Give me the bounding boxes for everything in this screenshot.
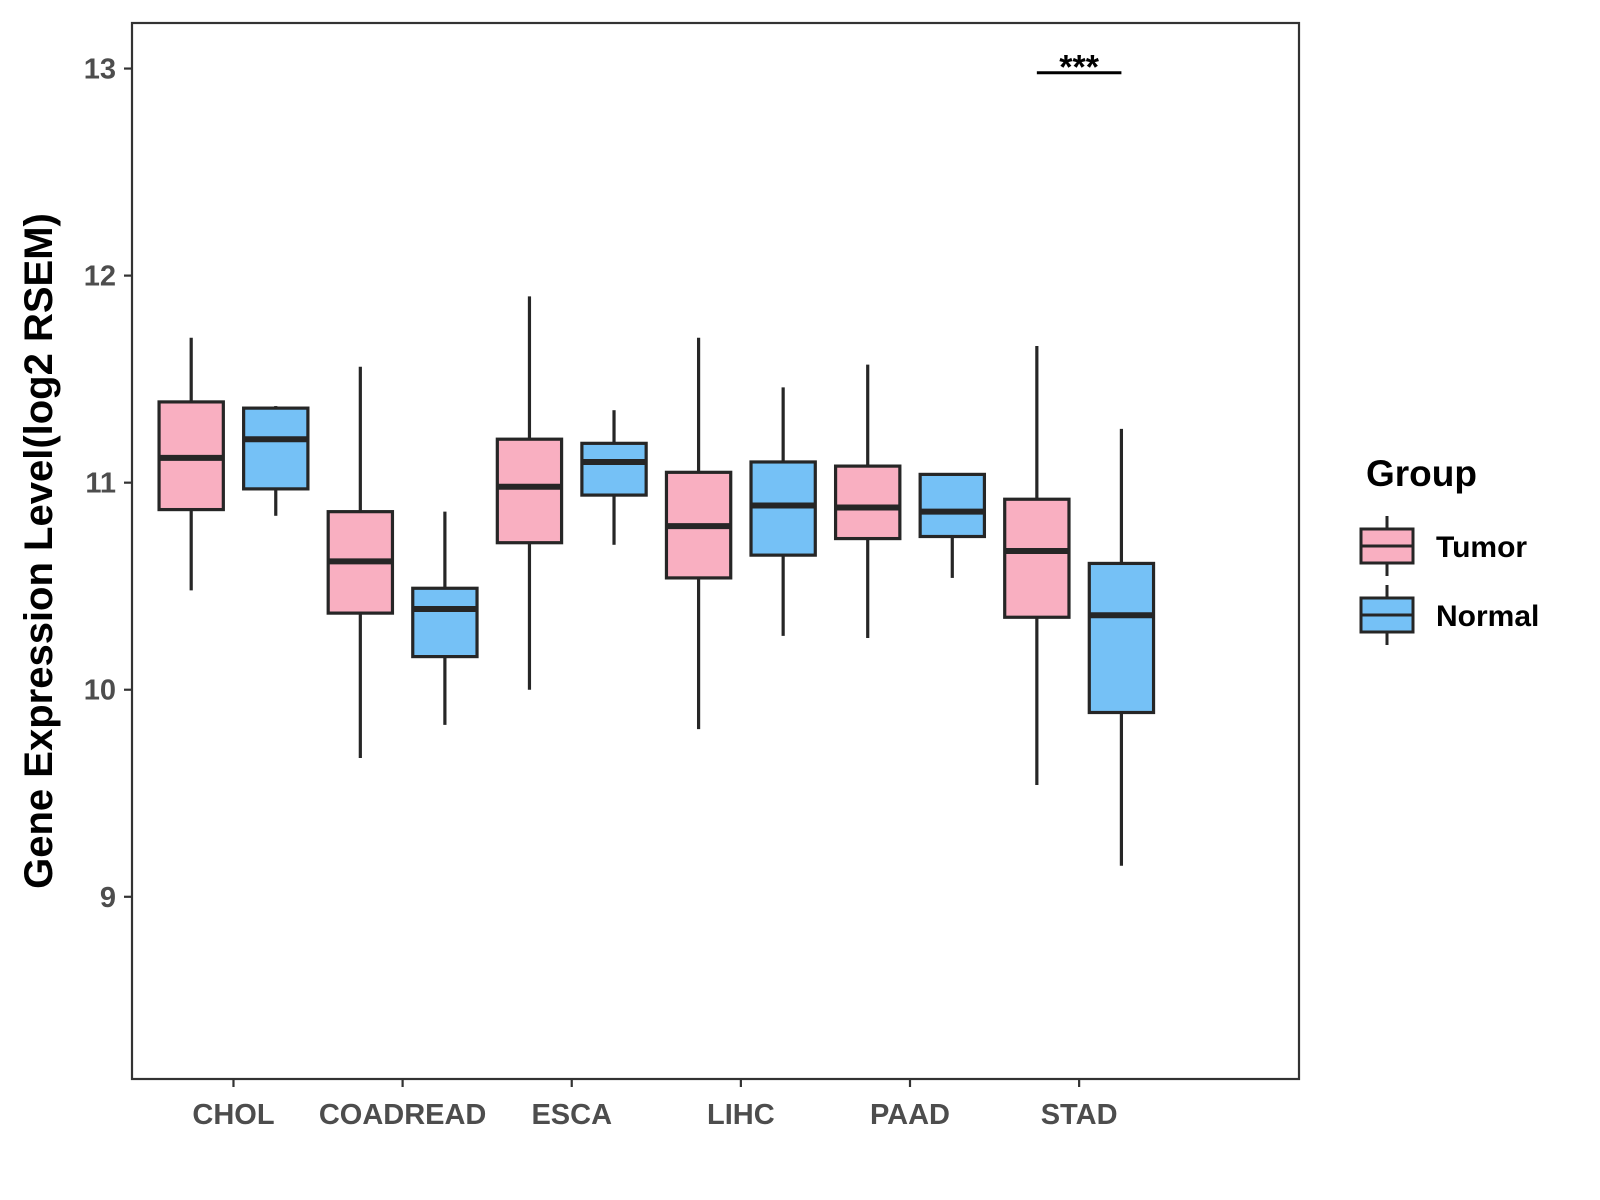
box-normal-stad [1087, 428, 1156, 866]
y-tick-label: 12 [84, 261, 116, 293]
x-tick-label: STAD [1041, 1099, 1118, 1131]
legend: Group Tumor Normal [1359, 453, 1539, 645]
legend-item-tumor: Tumor [1359, 516, 1527, 576]
x-axis: CHOL COADREAD ESCA LIHC PAAD STAD [192, 1079, 1118, 1131]
x-tick-label: PAAD [870, 1099, 950, 1131]
legend-item-normal: Normal [1359, 585, 1539, 645]
box-normal-esca [580, 410, 648, 545]
box-tumor-paad [833, 364, 902, 638]
x-tick-label: COADREAD [319, 1099, 487, 1131]
box-tumor-chol [157, 337, 225, 591]
y-tick-label: 10 [84, 675, 116, 707]
box-body [495, 437, 564, 545]
box-body [833, 464, 902, 541]
x-tick-label: ESCA [531, 1099, 612, 1131]
box-body [749, 460, 817, 557]
legend-label: Tumor [1436, 531, 1527, 564]
box-normal-lihc [749, 387, 817, 636]
y-tick-label: 13 [84, 54, 116, 86]
significance-annotations: *** [1036, 49, 1122, 87]
box-normal-coadread [411, 511, 479, 725]
box-body [918, 472, 987, 539]
box-body [411, 586, 479, 659]
y-tick-label: 11 [85, 468, 116, 500]
box-normal-paad [918, 472, 987, 578]
box-tumor-stad [1003, 346, 1071, 785]
box-body [242, 406, 310, 491]
box-normal-chol [242, 406, 310, 516]
box-tumor-lihc [664, 337, 733, 730]
box-layer [157, 296, 1156, 866]
box-tumor-coadread [326, 366, 395, 759]
box-body [1003, 497, 1071, 619]
x-tick-label: CHOL [192, 1099, 274, 1131]
y-tick-label: 9 [100, 882, 116, 914]
legend-label: Normal [1436, 600, 1539, 633]
legend-items: Tumor Normal [1359, 516, 1539, 645]
y-axis: 9 10 11 12 13 [84, 54, 132, 914]
y-axis-title: Gene Expression Level(log2 RSEM) [17, 213, 61, 889]
legend-title: Group [1366, 453, 1477, 494]
box-body [1087, 561, 1156, 715]
significance-label: *** [1059, 49, 1099, 87]
box-body [580, 441, 648, 497]
x-tick-label: LIHC [707, 1099, 775, 1131]
box-tumor-esca [495, 296, 564, 690]
